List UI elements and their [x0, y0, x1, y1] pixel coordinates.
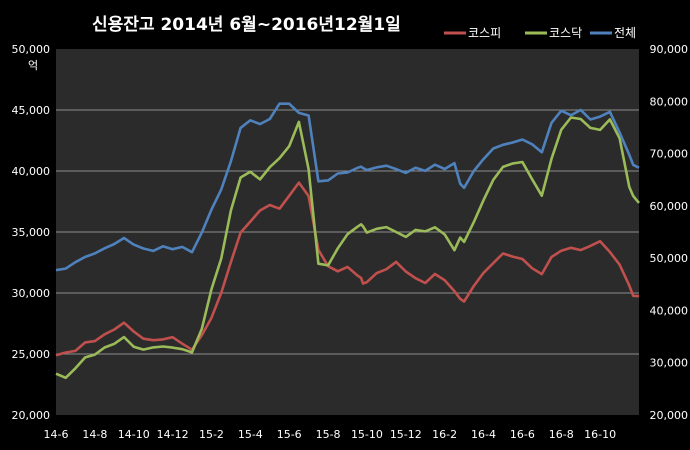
right-tick-label: 20,000 — [650, 409, 689, 422]
legend-label: 코스피 — [468, 26, 501, 40]
x-tick-label: 15-2 — [199, 428, 224, 441]
x-tick-label: 15-4 — [238, 428, 263, 441]
x-tick-label: 16-2 — [432, 428, 457, 441]
series-line-0 — [55, 181, 640, 357]
series-line-1 — [55, 116, 640, 380]
left-tick-label: 20,000 — [12, 409, 51, 422]
right-axis-ticks: 20,000 30,000 40,000 50,000 60,000 70,000 80,0… — [650, 43, 689, 422]
legend: 코스피 코스닥 전체 — [444, 26, 636, 40]
right-tick-label: 90,000 — [650, 43, 689, 56]
gridlines — [56, 109, 639, 355]
legend-label: 코스닥 — [549, 26, 582, 40]
x-tick-label: 15-6 — [277, 428, 302, 441]
x-tick-label: 15-10 — [351, 428, 383, 441]
left-axis-ticks: 20,000 25,000 30,000 35,000 40,000 45,000 50,0… — [12, 43, 51, 422]
series-line-2 — [55, 102, 640, 272]
x-axis-ticks: 14-6 14-8 14-10 14-12 15-2 15-4 15-6 15-8 15-10 1… — [44, 428, 617, 441]
series-lines — [55, 102, 640, 380]
x-tick-label: 14-8 — [82, 428, 107, 441]
x-tick-label: 16-6 — [510, 428, 535, 441]
left-tick-label: 50,000 — [12, 43, 51, 56]
left-tick-label: 25,000 — [12, 348, 51, 361]
right-tick-label: 70,000 — [650, 148, 689, 161]
left-tick-label: 35,000 — [12, 226, 51, 239]
x-tick-label: 14-10 — [118, 428, 150, 441]
x-tick-label: 16-4 — [471, 428, 496, 441]
left-tick-label: 30,000 — [12, 287, 51, 300]
right-tick-label: 80,000 — [650, 95, 689, 108]
x-tick-label: 16-8 — [549, 428, 574, 441]
chart-title: 신용잔고 2014년 6월~2016년12월1일 — [92, 15, 401, 35]
legend-label: 전체 — [614, 26, 636, 40]
right-tick-label: 40,000 — [650, 304, 689, 317]
right-tick-label: 30,000 — [650, 357, 689, 370]
left-tick-label: 45,000 — [12, 104, 51, 117]
x-tick-label: 15-12 — [390, 428, 422, 441]
x-tick-label: 14-6 — [44, 428, 69, 441]
left-axis-unit-label: 억 — [28, 59, 38, 72]
x-tick-label: 14-12 — [157, 428, 189, 441]
right-tick-label: 50,000 — [650, 252, 689, 265]
x-tick-label: 16-10 — [584, 428, 616, 441]
right-tick-label: 60,000 — [650, 200, 689, 213]
x-tick-label: 15-8 — [316, 428, 341, 441]
left-tick-label: 40,000 — [12, 165, 51, 178]
